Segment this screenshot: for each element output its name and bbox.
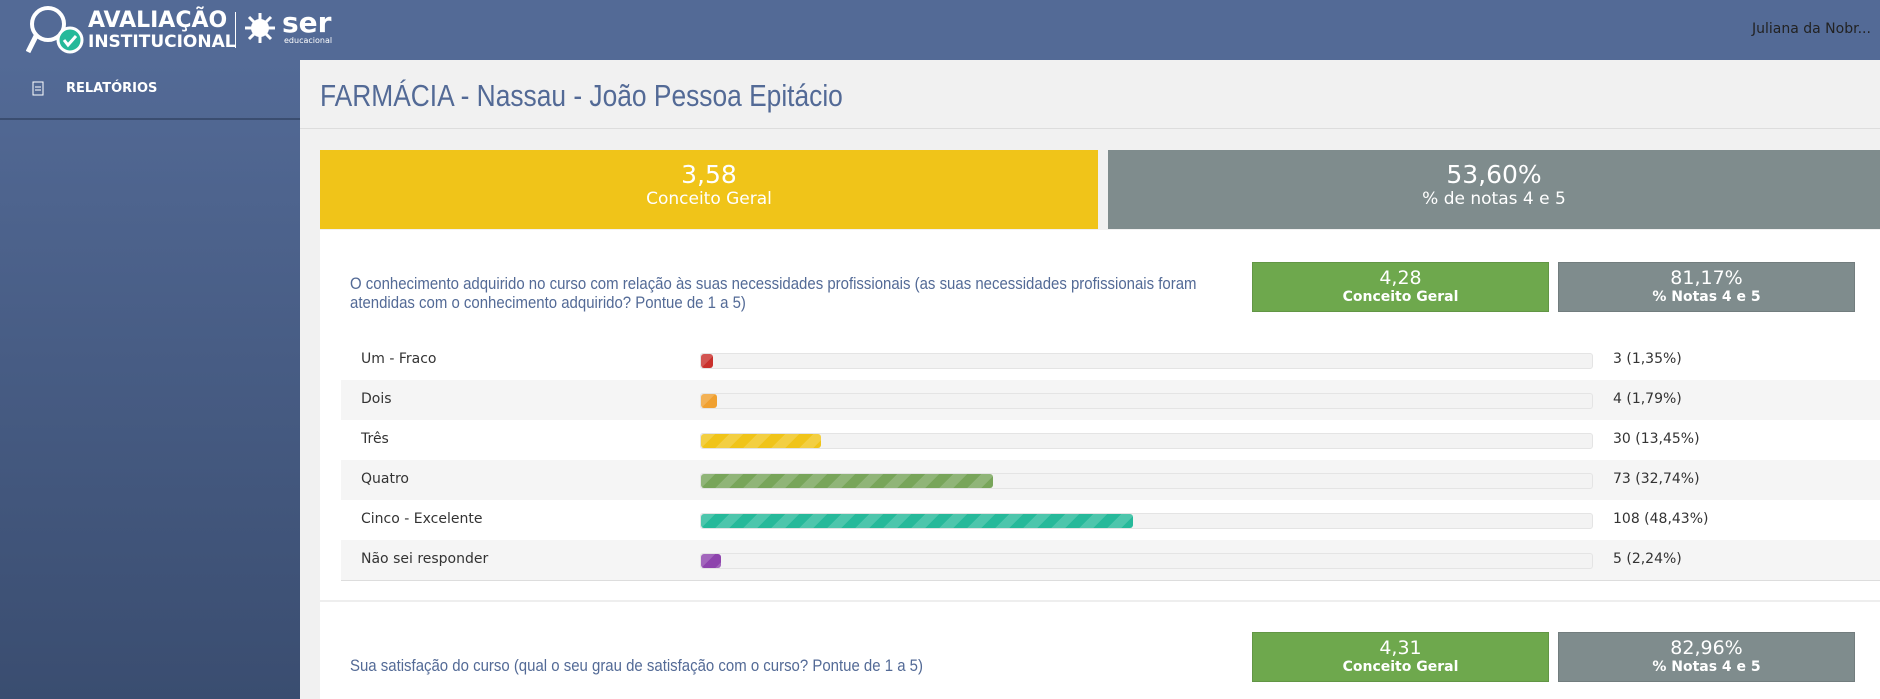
- progress-track: [700, 433, 1593, 449]
- answer-value: 73 (32,74%): [1613, 471, 1700, 487]
- menu-item[interactable]: RELATÓRIOS: [0, 60, 300, 120]
- answer-row: Cinco - Excelente 108 (48,43%): [341, 500, 1880, 541]
- score-label: Conceito Geral: [1342, 659, 1459, 675]
- summary-card: 53,60% % de notas 4 e 5: [1108, 150, 1880, 229]
- logo-icon: [26, 6, 84, 54]
- summary-label: Conceito Geral: [646, 189, 772, 209]
- answer-row: Três 30 (13,45%): [341, 420, 1880, 461]
- score-value: 81,17%: [1670, 267, 1743, 289]
- progress-track: [700, 553, 1593, 569]
- score-box: 4,31 Conceito Geral: [1252, 632, 1549, 682]
- score-label: Conceito Geral: [1342, 289, 1459, 305]
- answer-value: 5 (2,24%): [1613, 551, 1682, 567]
- divider: [235, 12, 236, 48]
- summary-label: % de notas 4 e 5: [1422, 189, 1566, 209]
- progress-bar: [701, 354, 714, 368]
- score-value: 4,31: [1379, 637, 1422, 659]
- header: AVALIAÇÃO INSTITUCIONAL ser educacional …: [0, 0, 1880, 60]
- sidebar: RELATÓRIOS: [0, 60, 300, 699]
- progress-track: [700, 393, 1593, 409]
- answer-value: 30 (13,45%): [1613, 431, 1700, 447]
- answer-value: 108 (48,43%): [1613, 511, 1709, 527]
- progress-track: [700, 513, 1593, 529]
- score-label: % Notas 4 e 5: [1652, 659, 1761, 675]
- progress-bar: [701, 474, 993, 488]
- score-value: 82,96%: [1670, 637, 1743, 659]
- score-box: 82,96%% Notas 4 e 5: [1558, 632, 1855, 682]
- answer-label: Um - Fraco: [361, 351, 437, 367]
- progress-track: [700, 353, 1593, 369]
- doc-icon: [32, 81, 44, 96]
- score-label: % Notas 4 e 5: [1652, 289, 1761, 305]
- progress-bar: [701, 434, 821, 448]
- summary-value: 53,60%: [1446, 160, 1542, 189]
- answer-label: Dois: [361, 391, 392, 407]
- score-value: 4,28: [1379, 267, 1422, 289]
- progress-bar: [701, 554, 721, 568]
- brand-sub: educacional: [284, 36, 333, 45]
- user-menu[interactable]: Juliana da Nobr...: [1752, 21, 1871, 37]
- menu-label: RELATÓRIOS: [66, 81, 158, 96]
- score-box: 81,17%% Notas 4 e 5: [1558, 262, 1855, 312]
- answer-label: Não sei responder: [361, 551, 489, 567]
- answer-row: Dois 4 (1,79%): [341, 380, 1880, 421]
- progress-bar: [701, 514, 1133, 528]
- brand-icon: [245, 13, 275, 43]
- answer-row: Não sei responder 5 (2,24%): [341, 540, 1880, 581]
- answer-value: 3 (1,35%): [1613, 351, 1682, 367]
- title-bar: FARMÁCIA - Nassau - João Pessoa Epitácio: [300, 60, 1880, 129]
- answer-value: 4 (1,79%): [1613, 391, 1682, 407]
- summary-card: 3,58 Conceito Geral: [320, 150, 1098, 229]
- progress-bar: [701, 394, 717, 408]
- panel-divider: [320, 600, 1880, 602]
- summary-value: 3,58: [681, 160, 737, 189]
- page-title: FARMÁCIA - Nassau - João Pessoa Epitácio: [320, 78, 843, 113]
- brand: ser: [282, 6, 332, 39]
- answer-row: Quatro 73 (32,74%): [341, 460, 1880, 501]
- answer-label: Três: [361, 431, 389, 447]
- score-box: 4,28 Conceito Geral: [1252, 262, 1549, 312]
- answer-row: Um - Fraco 3 (1,35%): [341, 340, 1880, 381]
- question-text: Sua satisfação do curso (qual o seu grau…: [350, 656, 923, 675]
- logo-subtitle: INSTITUCIONAL: [88, 32, 236, 52]
- logo-title: AVALIAÇÃO: [88, 8, 228, 33]
- progress-track: [700, 473, 1593, 489]
- question-text: O conhecimento adquirido no curso com re…: [350, 274, 1197, 312]
- answer-label: Quatro: [361, 471, 409, 487]
- answer-label: Cinco - Excelente: [361, 511, 483, 527]
